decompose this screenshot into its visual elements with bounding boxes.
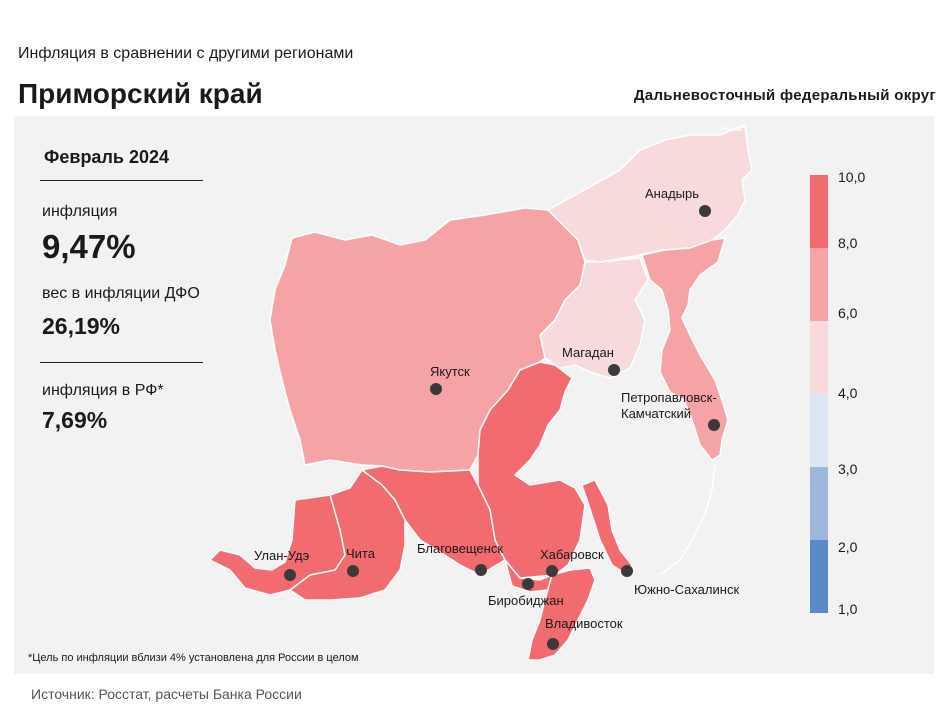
period-label: Февраль 2024 [44,147,169,167]
city-label: Чита [346,546,376,561]
rf-inflation-value: 7,69% [42,407,108,433]
city-label: Камчатский [621,406,691,421]
city-dot [546,565,558,577]
region-primorsky [527,567,596,661]
divider-bottom [40,362,203,363]
divider-top [40,180,203,181]
city-markers: Анадырь Магадан Петропавловск-Камчатский Як… [254,186,739,650]
region-khabarovsk [477,361,586,579]
city-label: Петропавловск- [621,390,717,405]
legend-swatch [810,394,828,467]
region-chukotka [546,123,753,263]
city-label: Анадырь [645,186,699,201]
city-dot [608,364,620,376]
region-buryatia [208,494,346,596]
region-kamchatka [641,237,729,461]
city-dot [699,205,711,217]
city-dot [547,638,559,650]
rf-inflation-label: инфляция в РФ* [42,382,164,399]
wrangel-island [719,123,746,131]
city-label: Магадан [562,345,614,360]
region-sakhalin [581,479,633,576]
legend-swatch [810,467,828,540]
legend-tick-label: 8,0 [838,235,858,251]
city-dot [522,578,534,590]
chart-subtitle: Инфляция в сравнении с другими регионами [18,45,354,62]
city-label: Якутск [430,364,470,379]
legend-tick-label: 4,0 [838,385,858,401]
legend-tick-label: 1,0 [838,601,858,617]
footnote: *Цель по инфляции вблизи 4% установлена … [28,652,359,664]
legend-swatch [810,540,828,613]
city-dot [347,565,359,577]
city-dot [284,569,296,581]
city-dot [475,564,487,576]
kuril-islands [659,464,716,576]
city-label: Южно-Сахалинск [634,582,739,597]
inflation-value: 9,47% [42,228,136,265]
city-label: Улан-Удэ [254,548,310,563]
city-dot [621,565,633,577]
legend-tick-label: 3,0 [838,461,858,477]
legend-swatch [810,248,828,321]
weight-value: 26,19% [42,313,121,339]
city-label: Хабаровск [540,547,604,562]
legend-swatch [810,175,828,248]
city-dot [708,419,720,431]
city-label: Биробиджан [488,593,564,608]
legend-tick-label: 10,0 [838,169,865,185]
page-title: Приморский край [18,78,263,109]
inflation-label: инфляция [42,203,118,220]
district-title: Дальневосточный федеральный округ [633,87,936,104]
legend-tick-label: 2,0 [838,539,858,555]
city-dot [430,383,442,395]
color-legend: 10,0 8,0 6,0 4,0 3,0 2,0 1,0 [810,169,865,617]
city-label: Благовещенск [417,541,503,556]
weight-label: вес в инфляции ДФО [42,285,200,302]
source-note: Источник: Росстат, расчеты Банка России [31,686,302,702]
legend-tick-label: 6,0 [838,305,858,321]
city-label: Владивосток [545,616,623,631]
legend-swatch [810,321,828,394]
